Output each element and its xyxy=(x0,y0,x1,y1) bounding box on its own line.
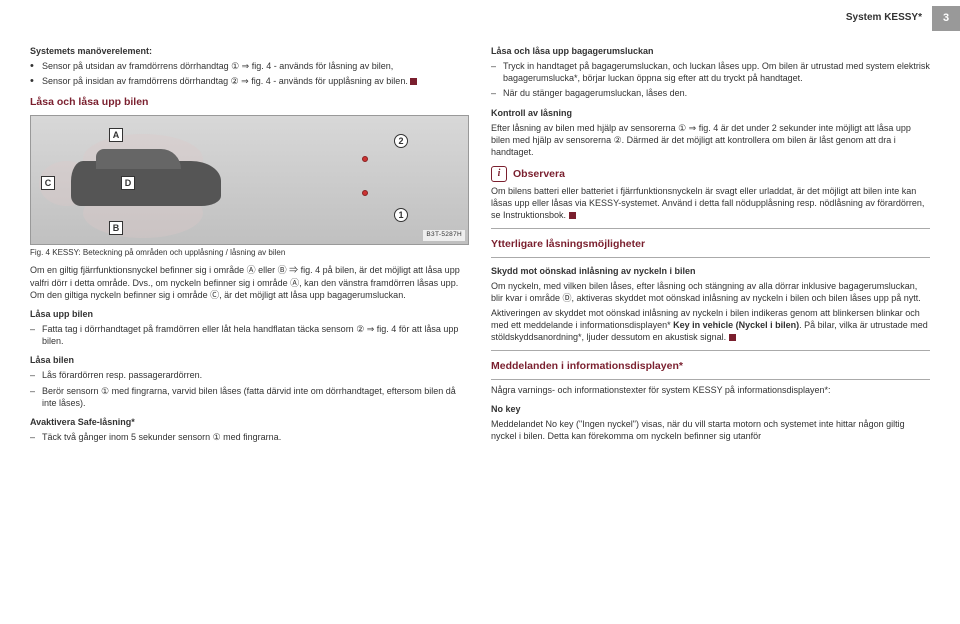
protection-p1: Om nyckeln, med vilken bilen låses, efte… xyxy=(491,280,930,304)
fig-label-d: D xyxy=(121,176,135,190)
list-item: Fatta tag i dörrhandtaget på framdörren … xyxy=(30,323,469,347)
trunk-list: Tryck in handtaget på bagagerumsluckan, … xyxy=(491,60,930,99)
trunk-heading: Låsa och låsa upp bagagerumsluckan xyxy=(491,45,930,57)
figure-code: B3T-5287H xyxy=(423,230,465,241)
info-icon: i xyxy=(491,166,507,182)
figure-4: A B C D 1 2 B3T-5287H xyxy=(30,115,469,245)
sensor-list: Sensor på utsidan av framdörrens dörrhan… xyxy=(30,60,469,87)
content-columns: Systemets manöverelement: Sensor på utsi… xyxy=(0,0,960,456)
observe-row: i Observera xyxy=(491,166,930,182)
list-item: Tryck in handtaget på bagagerumsluckan, … xyxy=(491,60,930,84)
protection-p2: Aktiveringen av skyddet mot oönskad inlå… xyxy=(491,307,930,343)
divider xyxy=(491,379,930,380)
protection-heading: Skydd mot oönskad inlåsning av nyckeln i… xyxy=(491,265,930,277)
safe-list: Täck två gånger inom 5 sekunder sensorn … xyxy=(30,431,469,443)
lock-list: Lås förardörren resp. passagerardörren. … xyxy=(30,369,469,408)
control-paragraph: Efter låsning av bilen med hjälp av sens… xyxy=(491,122,930,158)
divider xyxy=(491,228,930,229)
control-heading: Kontroll av låsning xyxy=(491,107,930,119)
unlock-heading: Låsa upp bilen xyxy=(30,308,469,320)
more-lock-heading: Ytterligare låsningsmöjligheter xyxy=(491,237,930,251)
end-square-icon xyxy=(410,78,417,85)
sensor-item: Sensor på utsidan av framdörrens dörrhan… xyxy=(30,60,469,72)
fig-label-b: B xyxy=(109,221,123,235)
right-column: Låsa och låsa upp bagagerumsluckan Tryck… xyxy=(491,38,930,446)
list-item: När du stänger bagagerumsluckan, låses d… xyxy=(491,87,930,99)
divider xyxy=(491,257,930,258)
page-header: System KESSY* 3 xyxy=(846,6,960,31)
car-silhouette xyxy=(71,161,221,206)
list-item: Täck två gånger inom 5 sekunder sensorn … xyxy=(30,431,469,443)
sensor-item: Sensor på insidan av framdörrens dörrhan… xyxy=(30,75,469,87)
fig-label-1: 1 xyxy=(394,208,408,222)
left-column: Systemets manöverelement: Sensor på utsi… xyxy=(30,38,469,446)
sensor-dot-2 xyxy=(362,156,368,162)
unlock-list: Fatta tag i dörrhandtaget på framdörren … xyxy=(30,323,469,347)
system-elements-heading: Systemets manöverelement: xyxy=(30,45,469,57)
sensor-dot-1 xyxy=(362,190,368,196)
safe-heading: Avaktivera Safe-låsning* xyxy=(30,416,469,428)
header-title: System KESSY* xyxy=(846,6,932,31)
list-item: Berör sensorn ① med fingrarna, varvid bi… xyxy=(30,385,469,409)
page-number: 3 xyxy=(932,6,960,31)
messages-heading: Meddelanden i informationsdisplayen* xyxy=(491,359,930,373)
list-item: Lås förardörren resp. passagerardörren. xyxy=(30,369,469,381)
end-square-icon xyxy=(729,334,736,341)
intro-paragraph: Om en giltig fjärrfunktionsnyckel befinn… xyxy=(30,264,469,300)
figure-caption: Fig. 4 KESSY: Beteckning på områden och … xyxy=(30,248,469,259)
fig-label-2: 2 xyxy=(394,134,408,148)
messages-intro: Några varnings- och informationstexter f… xyxy=(491,384,930,396)
observe-heading: Observera xyxy=(513,167,565,181)
divider xyxy=(491,350,930,351)
fig-label-a: A xyxy=(109,128,123,142)
lock-unlock-heading: Låsa och låsa upp bilen xyxy=(30,95,469,109)
observe-paragraph: Om bilens batteri eller batteriet i fjär… xyxy=(491,185,930,221)
end-square-icon xyxy=(569,212,576,219)
nokey-paragraph: Meddelandet No key ("Ingen nyckel") visa… xyxy=(491,418,930,442)
lock-heading: Låsa bilen xyxy=(30,354,469,366)
nokey-heading: No key xyxy=(491,403,930,415)
fig-label-c: C xyxy=(41,176,55,190)
